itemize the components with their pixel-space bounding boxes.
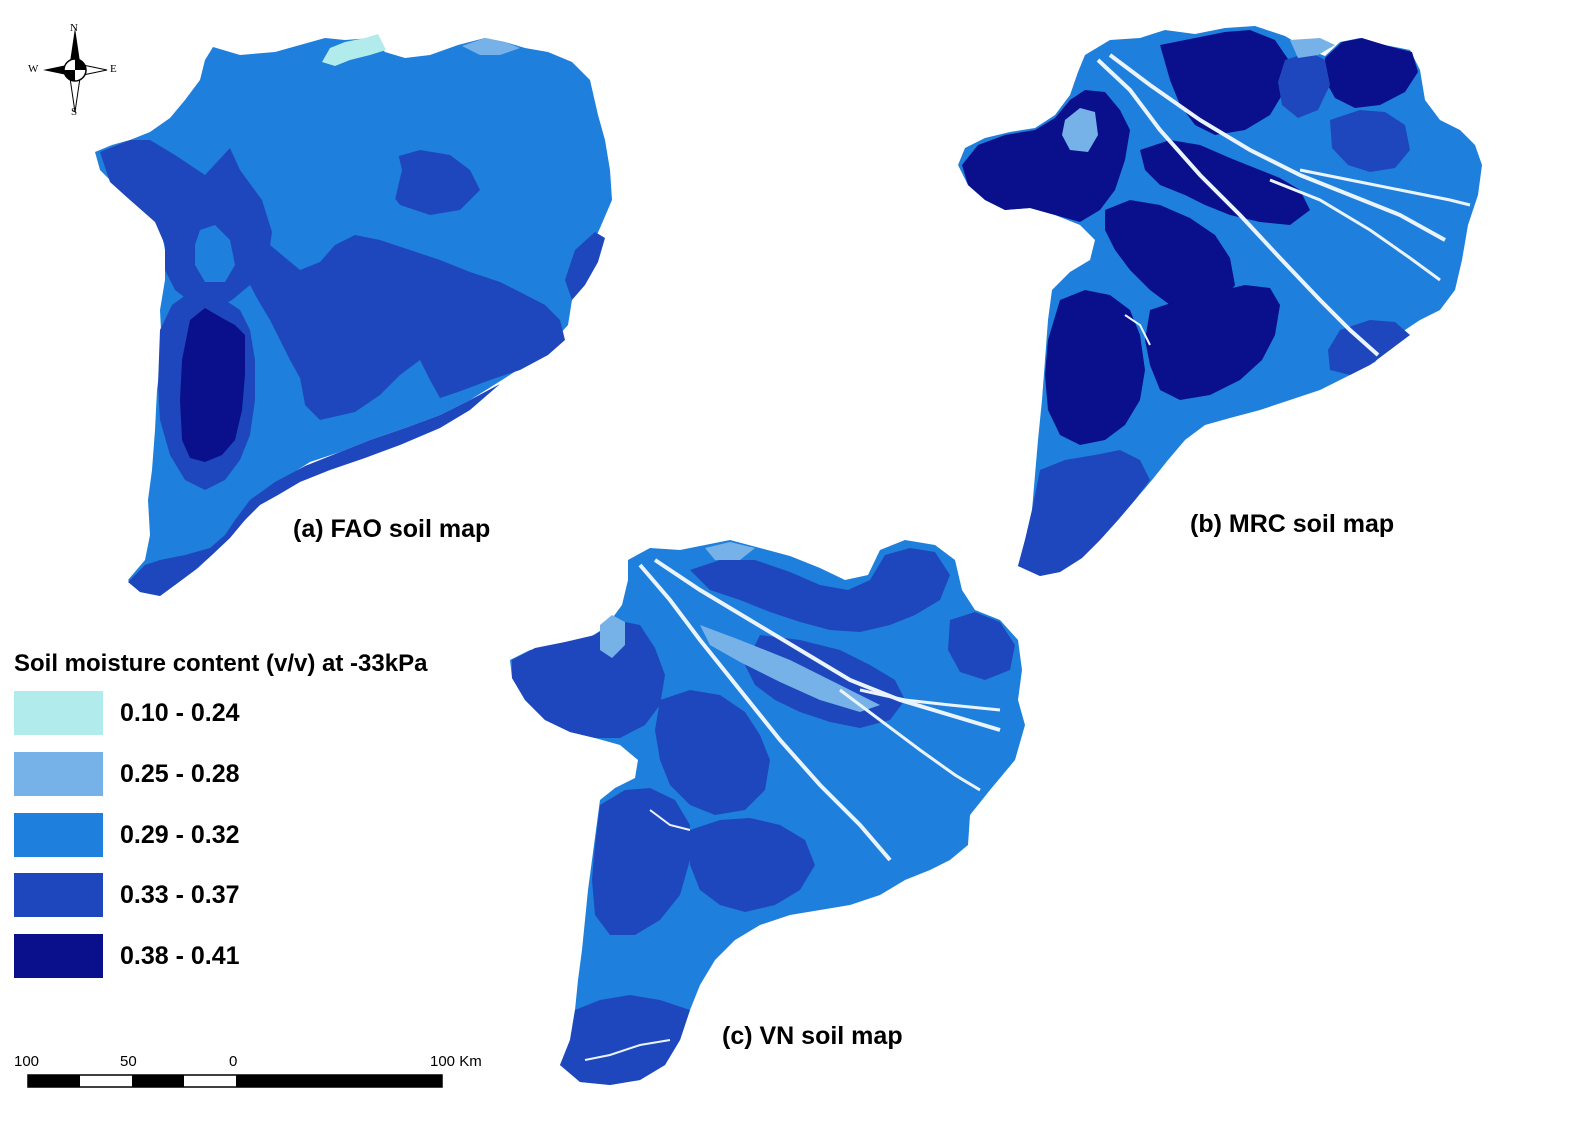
compass-center-quadrant-sw bbox=[64, 70, 75, 81]
map-label-fao: (a) FAO soil map bbox=[293, 515, 491, 543]
mrc-zone-038-041-southeast bbox=[1145, 285, 1280, 400]
fao-soil-map bbox=[95, 34, 612, 596]
vn-zone-033-037-east bbox=[948, 612, 1015, 680]
vn-river-branch-3 bbox=[649, 809, 691, 831]
compass-label-e: E bbox=[110, 63, 117, 75]
vn-zone-033-037-south-coast bbox=[560, 995, 690, 1085]
vn-river-branch-2 bbox=[859, 688, 1001, 712]
vn-zone-025-028-b bbox=[705, 542, 755, 560]
compass-west-point bbox=[43, 65, 67, 75]
vn-zone-033-037-mid bbox=[655, 690, 770, 815]
mrc-zone-038-041-center bbox=[1140, 140, 1310, 225]
legend-swatch bbox=[14, 752, 103, 796]
mrc-zone-025-028-b bbox=[1290, 38, 1335, 58]
fao-zone-033-037-center bbox=[250, 235, 565, 420]
scale-label: 100 bbox=[14, 1053, 40, 1070]
legend-item: 0.33 - 0.37 bbox=[14, 873, 414, 919]
mrc-zone-038-041-northeast bbox=[1325, 38, 1418, 108]
scale-label: 100 Km bbox=[430, 1053, 482, 1070]
mrc-soil-map bbox=[958, 26, 1482, 576]
scale-label: 50 bbox=[120, 1053, 137, 1070]
fao-zone-029-032-south bbox=[262, 360, 305, 420]
vn-zone-025-028-a bbox=[600, 615, 625, 658]
legend-label: 0.38 - 0.41 bbox=[120, 942, 240, 970]
fao-zone-025-028 bbox=[462, 38, 520, 55]
legend-label: 0.10 - 0.24 bbox=[120, 699, 240, 727]
legend-item: 0.25 - 0.28 bbox=[14, 752, 414, 798]
legend-item: 0.29 - 0.32 bbox=[14, 813, 414, 859]
fao-zone-010-024 bbox=[322, 34, 386, 66]
mrc-river-branch-2 bbox=[1299, 168, 1471, 207]
scale-bar-seg-1 bbox=[28, 1075, 80, 1087]
mrc-zone-038-041-south bbox=[1045, 290, 1145, 445]
mrc-river-main bbox=[1096, 58, 1380, 357]
legend-label: 0.33 - 0.37 bbox=[120, 881, 240, 909]
fao-zone-033-037-south bbox=[128, 384, 500, 596]
legend-label: 0.29 - 0.32 bbox=[120, 821, 240, 849]
north-arrow-compass bbox=[43, 28, 108, 113]
vn-map-outline bbox=[510, 540, 1025, 1085]
fao-zone-029-032-ridge bbox=[290, 80, 402, 228]
mrc-zone-033-037-east bbox=[1330, 110, 1410, 172]
vn-river-upper bbox=[653, 558, 1001, 732]
vn-river-branch-4 bbox=[584, 1039, 671, 1061]
legend-swatch bbox=[14, 873, 103, 917]
legend-title: Soil moisture content (v/v) at -33kPa bbox=[14, 650, 428, 677]
mrc-zone-033-037-south-coast bbox=[1018, 450, 1150, 576]
legend-item: 0.10 - 0.24 bbox=[14, 691, 414, 737]
compass-label-s: S bbox=[71, 106, 78, 118]
mrc-zone-038-041-middle bbox=[1105, 200, 1235, 310]
compass-label-n: N bbox=[70, 22, 78, 34]
mrc-zone-038-041-north bbox=[1160, 30, 1290, 135]
vn-river-branch-1 bbox=[839, 688, 981, 792]
scale-bar bbox=[27, 1074, 443, 1088]
fao-zone-033-037-east-center bbox=[385, 150, 480, 215]
mrc-river-upper bbox=[1108, 53, 1446, 242]
legend-swatch bbox=[14, 934, 103, 978]
scale-label: 0 bbox=[229, 1053, 238, 1070]
fao-zone-033-037-east bbox=[565, 232, 605, 300]
vn-river-main bbox=[638, 563, 892, 862]
fao-zone-038-041 bbox=[180, 308, 245, 462]
legend-swatch bbox=[14, 691, 103, 735]
mrc-zone-025-028-a bbox=[1062, 108, 1098, 152]
fao-zone-029-032-inner bbox=[195, 225, 235, 282]
mrc-river-branch-3 bbox=[1124, 314, 1151, 346]
vn-zone-033-037-southwest bbox=[592, 788, 690, 935]
legend-item: 0.38 - 0.41 bbox=[14, 934, 414, 980]
map-label-mrc: (b) MRC soil map bbox=[1190, 510, 1395, 538]
vn-zone-033-037-north bbox=[690, 548, 950, 632]
mrc-zone-033-037-north bbox=[1278, 52, 1330, 118]
vn-soil-map bbox=[510, 540, 1025, 1085]
legend-swatch bbox=[14, 813, 103, 857]
vn-zone-025-028-c bbox=[700, 625, 880, 712]
legend-label: 0.25 - 0.28 bbox=[120, 760, 240, 788]
mrc-zone-038-041-northwest bbox=[962, 90, 1130, 222]
compass-north-point bbox=[70, 28, 80, 62]
scale-bar-seg-5 bbox=[236, 1075, 442, 1087]
mrc-river-branch-1 bbox=[1269, 178, 1441, 282]
map-label-vn: (c) VN soil map bbox=[722, 1022, 903, 1050]
compass-label-w: W bbox=[28, 63, 39, 75]
scale-bar-seg-3 bbox=[132, 1075, 184, 1087]
vn-zone-033-037-southcenter bbox=[690, 818, 815, 912]
compass-center-quadrant-ne bbox=[75, 59, 86, 70]
vn-zone-033-037-northwest bbox=[512, 620, 665, 738]
